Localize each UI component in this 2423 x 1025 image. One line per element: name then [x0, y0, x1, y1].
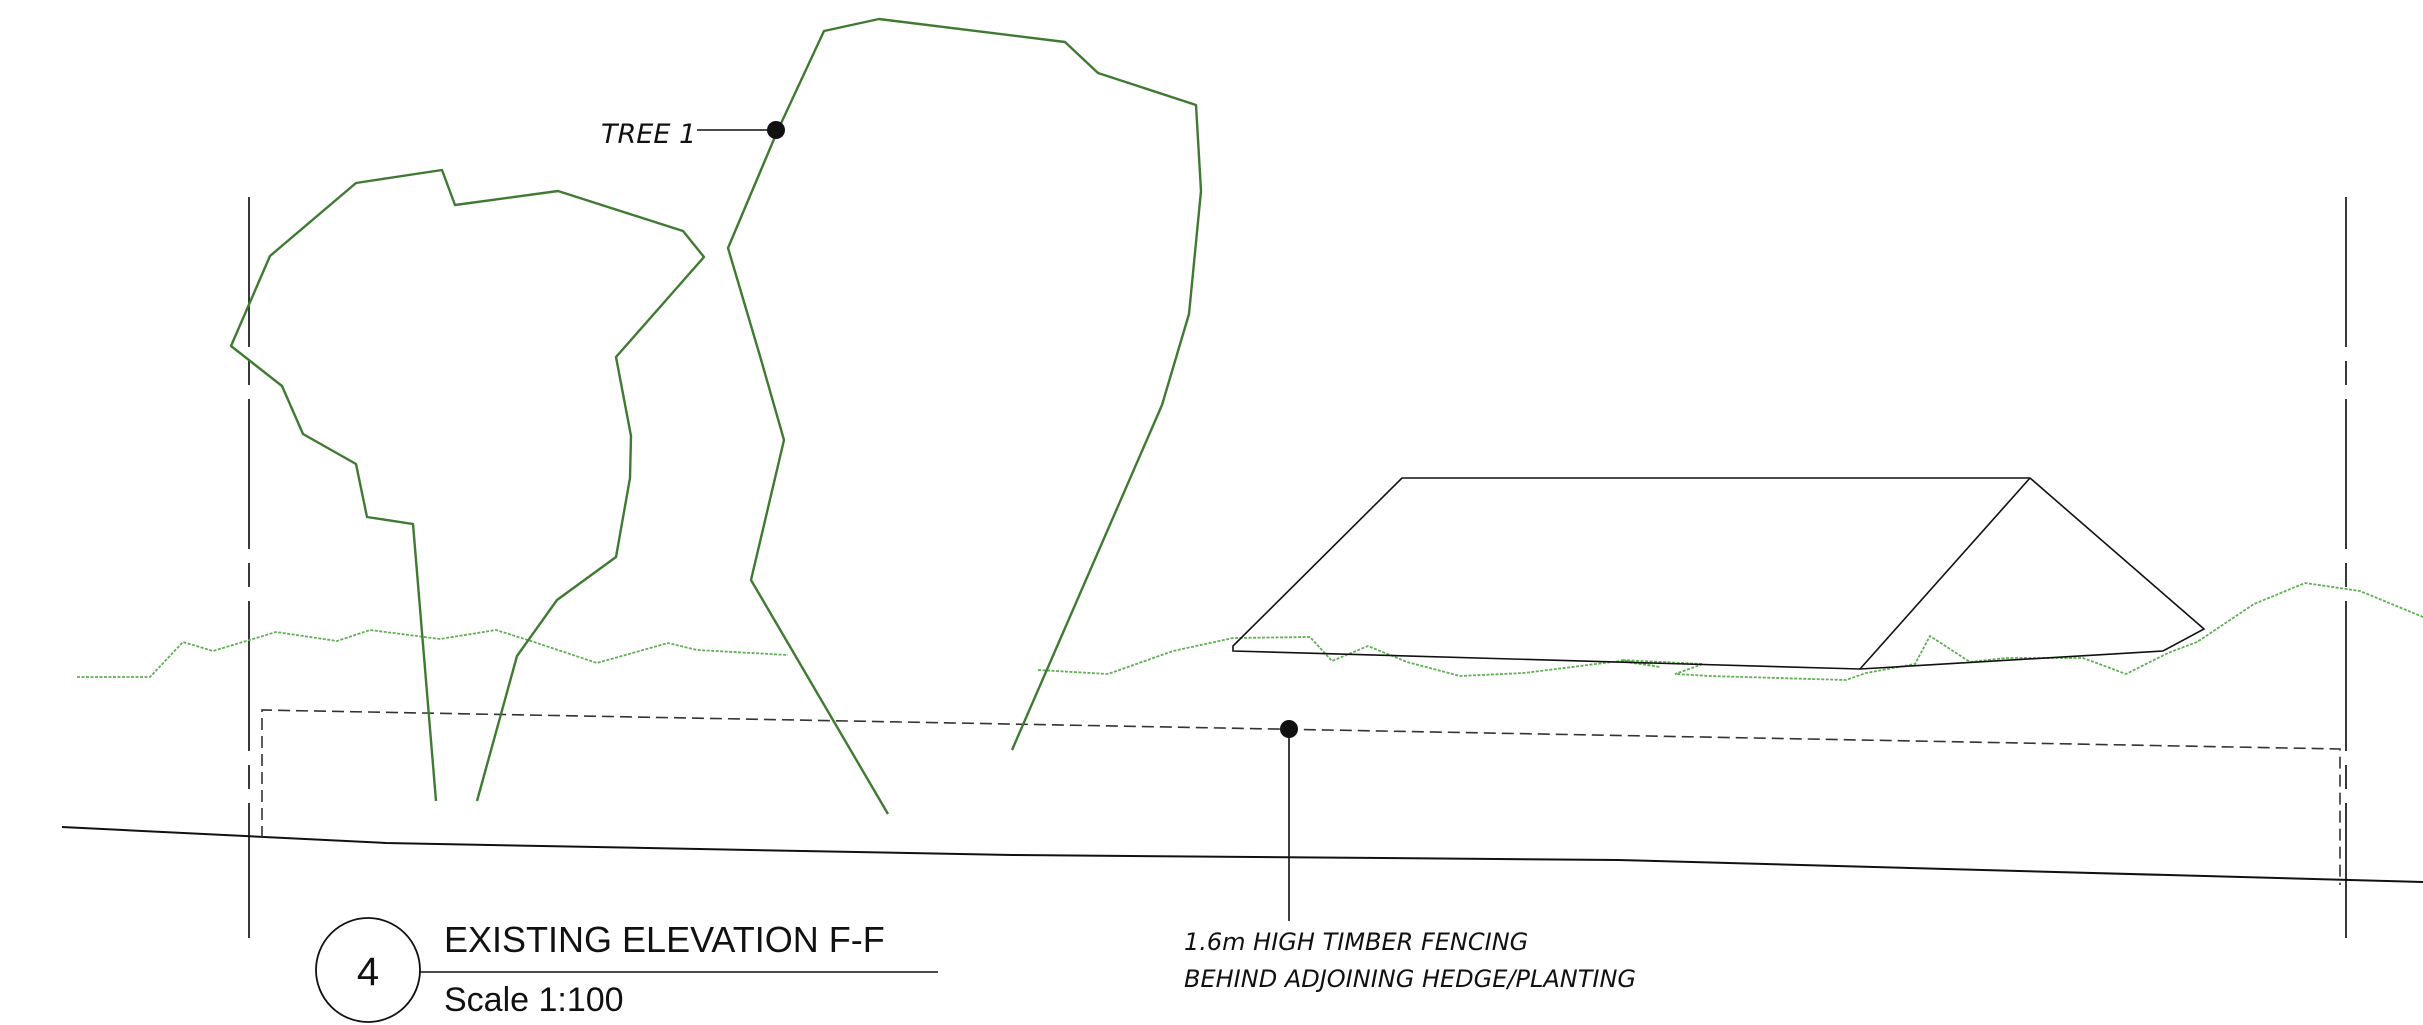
fencing-label-line-1: 1.6m HIGH TIMBER FENCING [1184, 928, 1528, 956]
tree-1-label: TREE 1 [601, 119, 696, 150]
hedge-line-right [1037, 582, 2423, 681]
drawing-scale: Scale 1:100 [444, 981, 624, 1019]
tree-1-leader-dot [767, 121, 785, 139]
tree-1-outline [726, 17, 1203, 815]
fencing-label-line-2: BEHIND ADJOINING HEDGE/PLANTING [1184, 965, 1636, 993]
building-roof-outline [1232, 477, 2206, 670]
fencing-leader-dot [1280, 720, 1298, 738]
ground-line [61, 826, 2423, 883]
timber-fence-outline [261, 709, 2341, 885]
drawing-number-circle [315, 917, 421, 1023]
drawing-title: EXISTING ELEVATION F-F [444, 919, 885, 960]
building-roof-hip-line [1859, 477, 2031, 670]
drawing-number: 4 [357, 950, 379, 994]
tree-left-outline [229, 168, 706, 802]
hedge-line-left [77, 629, 789, 678]
